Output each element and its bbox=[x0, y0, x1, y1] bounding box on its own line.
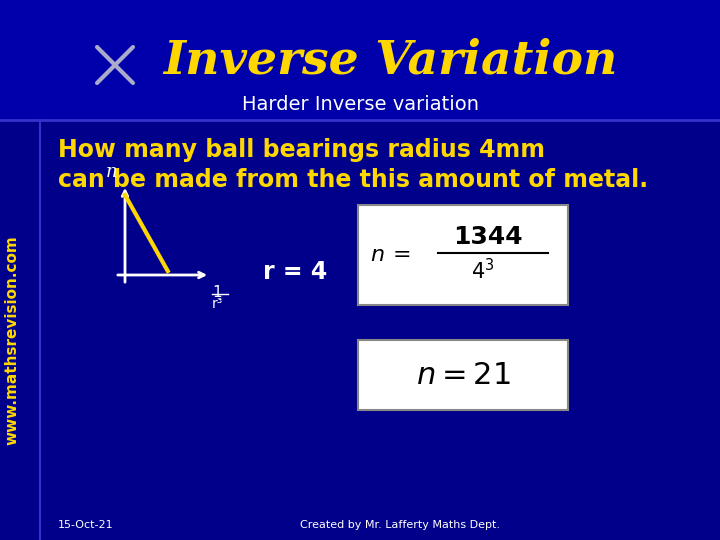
Bar bbox=[358, 205, 568, 305]
Text: 15-Oct-21: 15-Oct-21 bbox=[58, 520, 114, 530]
Text: www.mathsrevision.com: www.mathsrevision.com bbox=[4, 235, 19, 445]
Text: Inverse Variation: Inverse Variation bbox=[163, 37, 617, 83]
Text: $4^3$: $4^3$ bbox=[472, 259, 495, 284]
Text: $n = 21$: $n = 21$ bbox=[415, 361, 510, 389]
Text: 1344: 1344 bbox=[453, 225, 523, 249]
Bar bbox=[358, 340, 568, 410]
Text: How many ball bearings radius 4mm: How many ball bearings radius 4mm bbox=[58, 138, 545, 162]
Text: n: n bbox=[105, 163, 117, 181]
Text: 1: 1 bbox=[212, 285, 222, 300]
Bar bbox=[0, 0, 720, 120]
Text: r³: r³ bbox=[212, 297, 223, 311]
Text: Harder Inverse variation: Harder Inverse variation bbox=[241, 96, 479, 114]
Text: $n\,=$: $n\,=$ bbox=[370, 245, 410, 265]
Text: can be made from the this amount of metal.: can be made from the this amount of meta… bbox=[58, 168, 648, 192]
Text: r = 4: r = 4 bbox=[263, 260, 327, 284]
Text: Created by Mr. Lafferty Maths Dept.: Created by Mr. Lafferty Maths Dept. bbox=[300, 520, 500, 530]
